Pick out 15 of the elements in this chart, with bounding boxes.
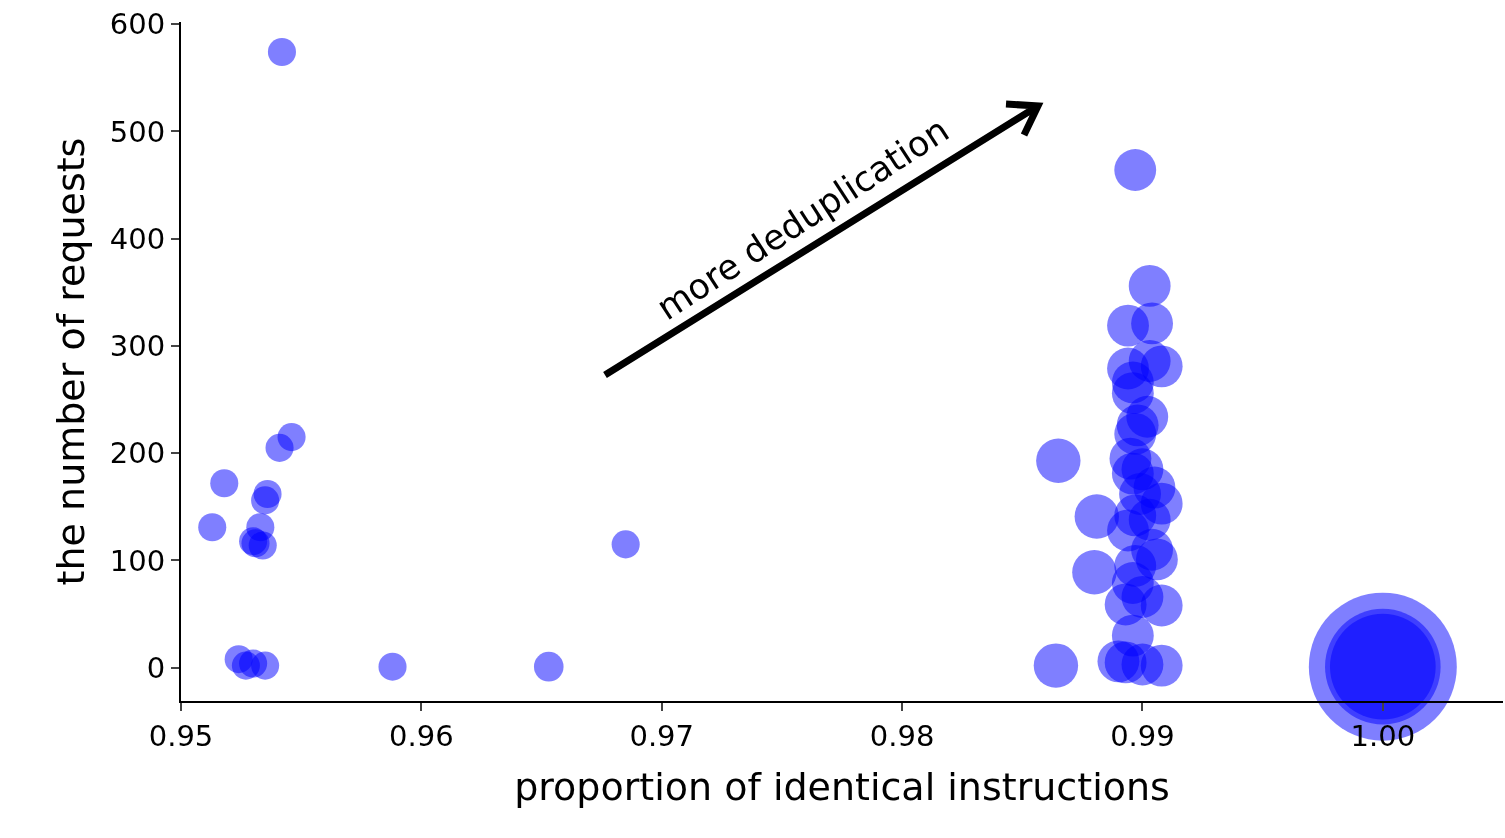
y-tick-label: 600 [109, 7, 166, 42]
x-tick-label: 0.99 [1110, 718, 1175, 753]
y-tick-label: 0 [146, 650, 166, 685]
x-tick-label: 0.96 [389, 718, 454, 753]
y-tick-label: 500 [109, 114, 166, 149]
y-tick-label: 300 [109, 329, 166, 364]
y-tick-label: 400 [109, 221, 166, 256]
x-axis-title: proportion of identical instructions [514, 765, 1170, 810]
x-tick-label: 0.98 [869, 718, 935, 753]
x-tick-label: 0.95 [148, 718, 214, 753]
y-tick-label: 100 [109, 543, 166, 578]
x-tick-label: 1.00 [1350, 718, 1416, 753]
x-tick-label: 0.97 [629, 718, 695, 753]
y-tick-label: 200 [109, 436, 166, 471]
y-axis-title: the number of requests [48, 137, 93, 586]
